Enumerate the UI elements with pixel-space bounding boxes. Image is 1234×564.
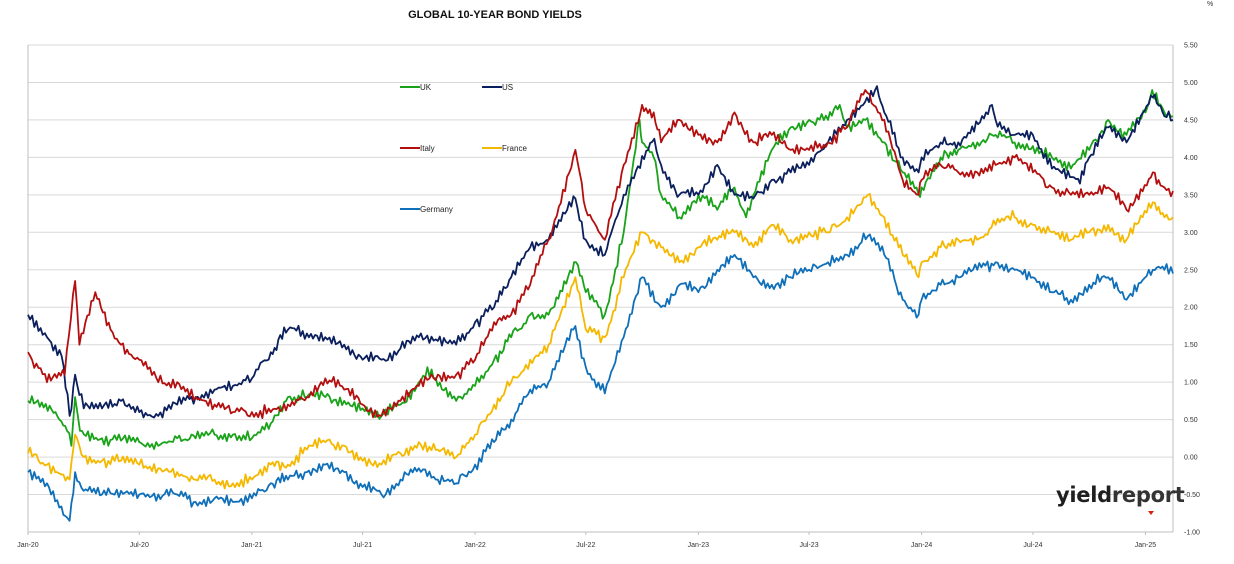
x-tick-label: Jul-23 (800, 542, 819, 549)
unit-label: % (1207, 1, 1214, 8)
y-tick-label: 1.50 (1184, 342, 1198, 349)
axes: -1.00 -0.50 0.00 0.50 1.00 1.50 2.00 2.50 3.00 3.… (17, 43, 1200, 550)
series-line-us (27, 85, 1174, 419)
series-line-france (27, 192, 1174, 490)
x-tick-label: Jan-23 (688, 542, 710, 549)
chart-title: GLOBAL 10-YEAR BOND YIELDS (408, 9, 582, 21)
y-tick-label: 3.50 (1184, 192, 1198, 199)
y-tick-label: 5.00 (1184, 80, 1198, 87)
x-tick-label: Jan-21 (241, 542, 263, 549)
y-tick-label: 3.00 (1184, 230, 1198, 237)
y-tick-label: 4.00 (1184, 155, 1198, 162)
legend: UK US Italy France Germany (400, 83, 527, 214)
y-tick-label: 0.00 (1184, 455, 1198, 462)
y-tick-label: 5.50 (1184, 43, 1198, 50)
y-tick-label: 2.00 (1184, 305, 1198, 312)
x-tick-label: Jan-22 (464, 542, 486, 549)
yieldreport-logo: yieldreport (1056, 483, 1185, 507)
y-tick-label: 0.50 (1184, 417, 1198, 424)
x-tick-label: Jul-24 (1023, 542, 1042, 549)
legend-label-italy: Italy (420, 144, 435, 153)
logo-part-report: report (1111, 483, 1185, 507)
series-line-uk (27, 89, 1174, 450)
y-tick-label: 2.50 (1184, 267, 1198, 274)
legend-label-germany: Germany (420, 205, 453, 214)
x-tick-label: Jan-25 (1135, 542, 1157, 549)
logo-accent-icon (1148, 511, 1154, 515)
series-line-italy (27, 89, 1174, 420)
legend-label-us: US (502, 83, 513, 92)
y-tick-label: -0.50 (1184, 492, 1200, 499)
x-tick-label: Jul-20 (130, 542, 149, 549)
y-tick-label: 4.50 (1184, 117, 1198, 124)
logo-part-yield: yield (1056, 483, 1112, 507)
series-line-germany (27, 232, 1174, 522)
x-tick-label: Jul-22 (576, 542, 595, 549)
y-tick-label: 1.00 (1184, 380, 1198, 387)
grid-lines (28, 44, 1173, 533)
legend-label-uk: UK (420, 83, 432, 92)
legend-label-france: France (502, 144, 527, 153)
x-tick-label: Jan-20 (17, 542, 39, 549)
x-tick-label: Jan-24 (911, 542, 933, 549)
y-tick-label: -1.00 (1184, 530, 1200, 537)
series-lines (27, 85, 1174, 522)
x-tick-label: Jul-21 (353, 542, 372, 549)
